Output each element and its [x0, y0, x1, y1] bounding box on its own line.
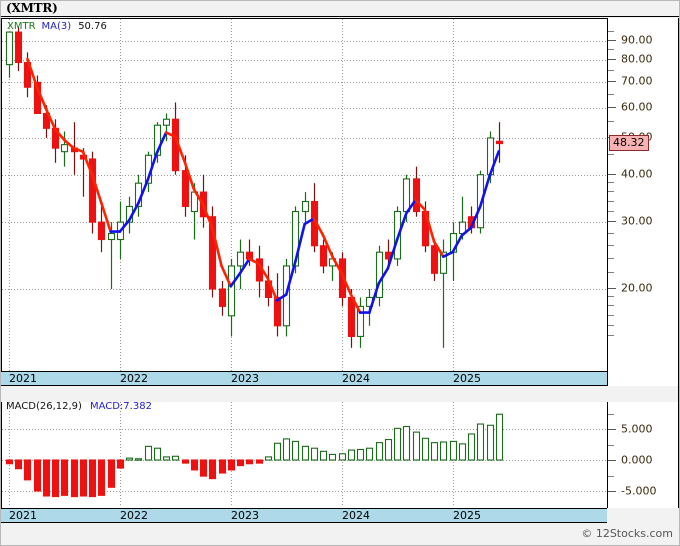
panel-right-border — [678, 18, 679, 508]
price-tick-label: 40.00 — [621, 167, 653, 181]
price-legend: XMTR MA(3) 50.76 — [7, 21, 107, 32]
macd-x-axis-date-strip: 2021 2022 2023 2024 2025 — [1, 508, 607, 523]
macd-minor-tick — [608, 445, 614, 446]
legend-ma-label: MA(3) — [41, 21, 72, 32]
macd-tick-mark — [608, 491, 616, 492]
macd-tick-label: -5.000 — [621, 484, 657, 498]
watermark-logo: © 12Stocks.com — [581, 527, 673, 540]
price-tick-mark — [608, 107, 616, 108]
year-label: 2025 — [453, 509, 481, 522]
macd-legend: MACD(26,12,9) MACD:7.382 — [6, 401, 152, 412]
price-tick-label: 20.00 — [621, 281, 653, 295]
year-label: 2022 — [120, 509, 148, 522]
price-x-axis-date-strip: 2021 2022 2023 2024 2025 — [1, 371, 607, 386]
macd-legend-name: MACD(26,12,9) — [6, 401, 82, 412]
year-label: 2025 — [453, 372, 481, 385]
price-tick-label: 60.00 — [621, 100, 653, 114]
macd-tick-mark — [608, 429, 616, 430]
price-minor-tick — [608, 233, 614, 234]
price-tick-mark — [608, 221, 616, 222]
window-titlebar: (XMTR) — [0, 0, 680, 17]
macd-y-axis: 5.000 0.000 -5.000 — [607, 402, 679, 508]
footer: © 12Stocks.com — [1, 524, 679, 545]
legend-symbol: XMTR — [7, 21, 36, 32]
price-minor-tick — [608, 211, 614, 212]
price-minor-tick — [608, 70, 614, 71]
macd-minor-tick — [608, 414, 614, 415]
price-minor-tick — [608, 258, 614, 259]
macd-plot-area — [2, 402, 608, 507]
price-minor-tick — [608, 31, 614, 32]
macd-tick-label: 5.000 — [621, 422, 653, 436]
year-label: 2021 — [9, 372, 37, 385]
price-minor-tick — [608, 296, 614, 297]
price-minor-tick — [608, 154, 614, 155]
year-label: 2023 — [231, 372, 259, 385]
price-minor-tick — [608, 325, 614, 326]
price-tick-mark — [608, 288, 616, 289]
current-price-flag: 48.32 — [609, 134, 649, 151]
price-minor-tick — [608, 305, 614, 306]
price-tick-mark — [608, 81, 616, 82]
price-tick-label: 90.00 — [621, 33, 653, 47]
year-label: 2022 — [120, 372, 148, 385]
year-label: 2021 — [9, 509, 37, 522]
price-minor-tick — [608, 49, 614, 50]
price-minor-tick — [608, 335, 614, 336]
year-label: 2024 — [342, 509, 370, 522]
year-label: 2023 — [231, 509, 259, 522]
macd-minor-tick — [608, 476, 614, 477]
price-minor-tick — [608, 245, 614, 246]
macd-chart-panel: MACD(26,12,9) MACD:7.382 — [1, 401, 679, 508]
price-tick-mark — [608, 174, 616, 175]
legend-ma-value: 50.76 — [78, 21, 107, 32]
macd-legend-value: MACD:7.382 — [89, 401, 152, 412]
price-minor-tick — [608, 272, 614, 273]
price-candlestick-svg — [2, 19, 608, 386]
price-minor-tick — [608, 201, 614, 202]
price-y-axis: 90.0080.0070.0060.0050.0040.0030.0020.00… — [607, 18, 679, 386]
price-tick-label: 70.00 — [621, 74, 653, 88]
macd-tick-mark — [608, 460, 616, 461]
price-minor-tick — [608, 121, 614, 122]
price-tick-mark — [608, 40, 616, 41]
macd-histogram-svg — [2, 402, 608, 507]
year-label: 2024 — [342, 372, 370, 385]
page-title: (XMTR) — [6, 1, 58, 15]
price-chart-panel: XMTR MA(3) 50.76 — [1, 18, 679, 386]
macd-tick-label: 0.000 — [621, 453, 653, 467]
price-minor-tick — [608, 315, 614, 316]
price-minor-tick — [608, 182, 614, 183]
price-minor-tick — [608, 191, 614, 192]
price-tick-label: 30.00 — [621, 214, 653, 228]
price-tick-mark — [608, 59, 616, 60]
price-plot-area — [2, 19, 608, 386]
price-tick-label: 80.00 — [621, 52, 653, 66]
price-minor-tick — [608, 94, 614, 95]
